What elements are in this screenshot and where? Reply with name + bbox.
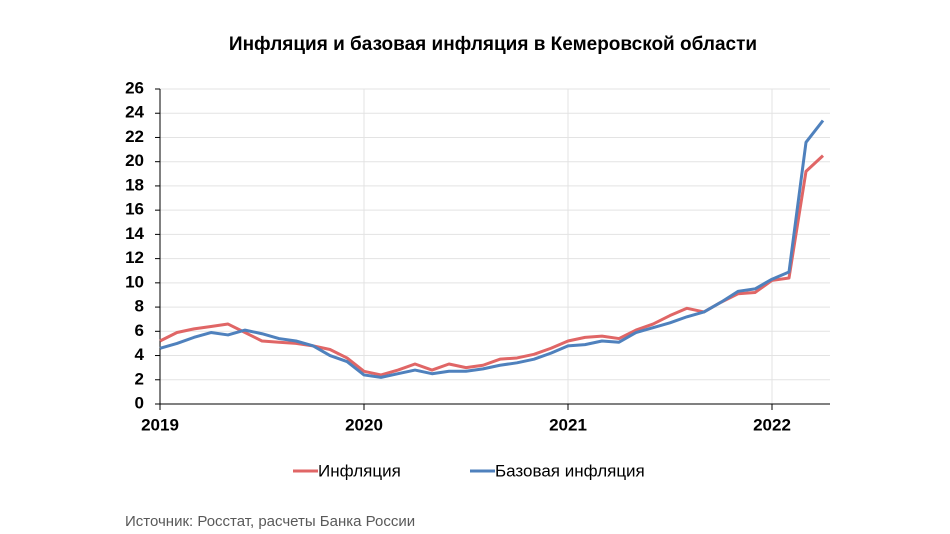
y-tick-label: 22	[125, 127, 144, 146]
y-tick-label: 4	[135, 345, 145, 364]
legend-label: Инфляция	[318, 461, 401, 480]
y-tick-label: 20	[125, 151, 144, 170]
y-tick-label: 12	[125, 248, 144, 267]
series-line	[159, 119, 825, 379]
x-tick-label: 2022	[753, 415, 791, 434]
source-note: Источник: Росстат, расчеты Банка России	[125, 513, 415, 530]
y-tick-label: 18	[125, 175, 144, 194]
y-tick-label: 10	[125, 272, 144, 291]
x-tick-label: 2019	[141, 415, 179, 434]
x-tick-label: 2021	[549, 415, 587, 434]
y-tick-label: 6	[135, 321, 144, 340]
x-tick-label: 2020	[345, 415, 383, 434]
y-tick-label: 16	[125, 200, 144, 219]
y-tick-label: 24	[125, 103, 144, 122]
y-tick-label: 26	[125, 78, 144, 97]
series-line	[159, 154, 825, 377]
y-tick-label: 0	[135, 393, 144, 412]
y-tick-label: 14	[125, 224, 144, 243]
legend-label: Базовая инфляция	[495, 461, 645, 480]
y-tick-label: 2	[135, 369, 144, 388]
y-tick-label: 8	[135, 297, 144, 316]
chart-title: Инфляция и базовая инфляция в Кемеровско…	[229, 34, 757, 55]
